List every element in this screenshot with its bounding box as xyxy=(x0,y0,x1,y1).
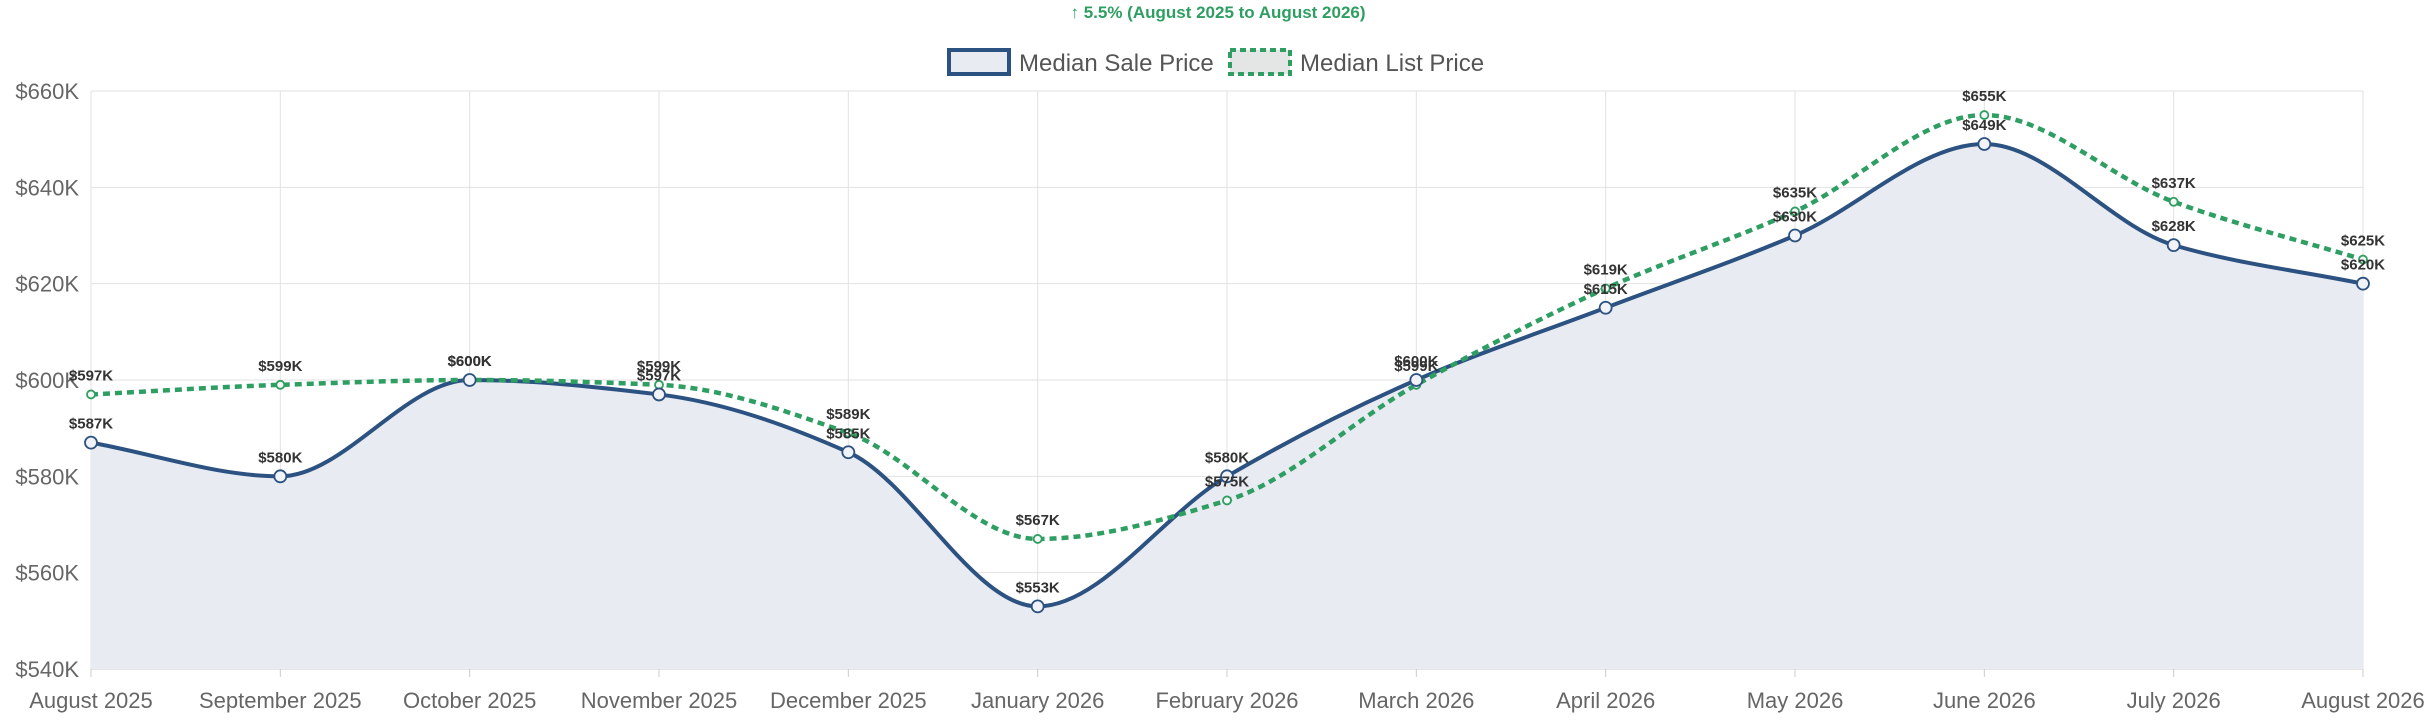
sale-area-fill xyxy=(91,143,2363,670)
legend-item-list[interactable]: Median List Price xyxy=(1228,48,1484,77)
list-price-data-label-10: $655K xyxy=(1962,88,2006,105)
sale-price-data-label-8: $615K xyxy=(1584,281,1628,298)
list-price-point-6 xyxy=(1222,495,1232,506)
list-price-data-label-12: $625K xyxy=(2341,233,2385,250)
list-price-point-8 xyxy=(1600,283,1611,294)
sale-price-point-0 xyxy=(84,435,98,450)
sale-price-data-label-9: $630K xyxy=(1773,209,1817,226)
y-tick-label: $580K xyxy=(15,464,79,489)
list-price-point-0 xyxy=(86,389,96,400)
y-tick-label: $600K xyxy=(15,368,79,393)
x-tick-label: February 2026 xyxy=(1155,688,1298,713)
data-labels: $597K$599K $600K $599K$589K$567K$575K$599K… xyxy=(69,88,2385,596)
list-price-point-1 xyxy=(275,379,286,390)
sale-price-point-7 xyxy=(1409,373,1424,387)
x-tick-label: August 2025 xyxy=(29,688,153,713)
list-price-point-12 xyxy=(2358,254,2368,265)
legend-swatch-sale xyxy=(947,48,1011,76)
sale-price-data-label-12: $620K xyxy=(2341,257,2385,274)
sale-price-point-2 xyxy=(462,373,477,387)
sale-price-point-5 xyxy=(1030,599,1045,614)
list-price-data-label-6: $575K xyxy=(1205,473,1249,490)
y-tick-label: $540K xyxy=(15,657,79,682)
list-price-data-label-3: $599K xyxy=(637,358,681,375)
list-price-data-label-5: $567K xyxy=(1016,512,1060,529)
y-tick-label: $620K xyxy=(15,272,79,297)
sale-price-point-6 xyxy=(1220,469,1234,484)
list-price-point-9 xyxy=(1790,206,1800,217)
legend-label-list: Median List Price xyxy=(1300,50,1484,77)
list-price-point-10 xyxy=(1979,110,1990,120)
sale-price-point-8 xyxy=(1598,300,1613,315)
sale-price-point-4 xyxy=(841,445,856,460)
x-tick-label: November 2025 xyxy=(581,688,738,713)
x-tick-label: April 2026 xyxy=(1556,688,1655,713)
x-tick-label: September 2025 xyxy=(199,688,362,713)
change-headline: ↑ 5.5% (August 2025 to August 2026) xyxy=(1070,3,1365,22)
x-tick-label: January 2026 xyxy=(971,688,1104,713)
x-tick-label: March 2026 xyxy=(1358,688,1474,713)
sale-price-point-12 xyxy=(2356,276,2370,291)
x-tick-label: June 2026 xyxy=(1933,688,2036,713)
x-tick-label: December 2025 xyxy=(770,688,927,713)
sale-price-data-label-3: $597K xyxy=(637,367,681,384)
x-axis: August 2025 September 2025 October 2025 Nov… xyxy=(29,668,2425,713)
sale-price-point-9 xyxy=(1788,228,1802,243)
x-tick-label: July 2026 xyxy=(2127,688,2221,713)
y-axis: $540K $560K $580K $600K $620K $640K $660K xyxy=(15,79,79,682)
y-tick-label: $640K xyxy=(15,175,79,200)
sale-price-data-label-1: $580K xyxy=(258,449,302,466)
sale-price-data-label-11: $628K xyxy=(2152,218,2196,235)
legend: Median Sale Price Median List Price xyxy=(947,48,1484,77)
legend-item-sale[interactable]: Median Sale Price xyxy=(947,48,1214,77)
sale-price-point-10 xyxy=(1977,137,1992,151)
sale-price-data-label-4: $585K xyxy=(826,425,870,442)
sale-price-data-label-6: $580K xyxy=(1205,449,1249,466)
legend-swatch-list xyxy=(1228,48,1292,76)
list-price-data-label-0: $597K xyxy=(69,367,113,384)
list-price-data-label-11: $637K xyxy=(2152,175,2196,192)
y-tick-label: $560K xyxy=(15,561,79,586)
list-price-data-label-1: $599K xyxy=(258,358,302,375)
x-tick-label: October 2025 xyxy=(403,688,536,713)
list-price-data-label-4: $589K xyxy=(826,406,870,423)
list-price-data-label-7: $599K xyxy=(1394,358,1438,375)
list-price-point-4 xyxy=(843,428,854,438)
sale-price-data-label-5: $553K xyxy=(1016,579,1060,596)
list-price-point-11 xyxy=(2168,196,2179,207)
list-price-data-label-9: $635K xyxy=(1773,184,1817,201)
list-price-point-5 xyxy=(1032,534,1043,544)
x-tick-label: August 2026 xyxy=(2301,688,2425,713)
sale-price-data-label-2: $600K xyxy=(448,353,492,370)
sale-price-data-label-7: $600K xyxy=(1394,353,1438,370)
y-tick-label: $660K xyxy=(15,79,79,104)
list-price-data-label-2: $600K xyxy=(448,353,492,370)
list-price-data-label-8: $619K xyxy=(1584,261,1628,278)
legend-label-sale: Median Sale Price xyxy=(1019,50,1214,77)
x-tick-label: May 2026 xyxy=(1747,688,1844,713)
sale-price-point-11 xyxy=(2166,238,2181,253)
sale-price-data-label-10: $649K xyxy=(1962,117,2006,134)
series-layer xyxy=(84,110,2370,670)
sale-price-data-label-0: $587K xyxy=(69,416,113,433)
sale-price-point-1 xyxy=(273,469,288,484)
sale-price-point-3 xyxy=(652,387,666,402)
